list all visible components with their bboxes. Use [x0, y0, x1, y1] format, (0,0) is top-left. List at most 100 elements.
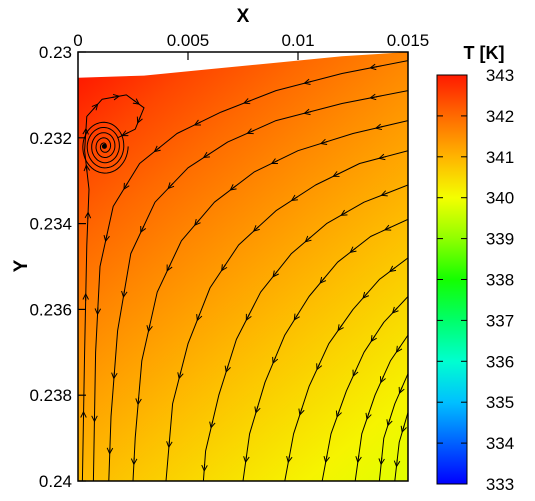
- streamline-arrow: [384, 193, 389, 195]
- colorbar-tick-label: 337: [486, 311, 514, 330]
- streamline-arrow: [373, 97, 378, 98]
- streamline-arrow: [197, 122, 202, 124]
- streamline-arrow: [340, 325, 342, 328]
- streamline-arrow: [301, 408, 302, 412]
- colorbar-tick-label: 341: [486, 148, 514, 167]
- streamline-arrow: [353, 248, 356, 251]
- streamline-arrow: [392, 267, 395, 269]
- streamline-arrow: [247, 101, 251, 103]
- streamline-arrow: [354, 369, 356, 374]
- colorbar-tick-label: 339: [486, 230, 514, 249]
- y-tick-label: 0.232: [29, 129, 72, 148]
- y-tick-label: 0.238: [29, 386, 72, 405]
- streamline-arrow: [257, 406, 258, 410]
- x-tick-label: 0.01: [281, 31, 314, 50]
- streamline-arrow: [395, 308, 398, 311]
- streamline-arrow: [336, 173, 340, 175]
- streamline-arrow: [289, 455, 290, 459]
- streamline: [202, 184, 408, 481]
- streamline-arrow: [307, 112, 312, 113]
- streamline: [394, 412, 408, 481]
- streamline: [81, 94, 145, 481]
- streamline-arrow: [125, 133, 129, 135]
- temperature-field: [78, 52, 408, 481]
- colorbar: T [K] 343 342 341 340 339 338 337 336 335 334 333: [436, 43, 514, 494]
- colorbar-tick-label: 343: [486, 66, 514, 85]
- streamline-arrow: [227, 365, 228, 369]
- colorbar-tick-label: 340: [486, 189, 514, 208]
- y-tick-label: 0.234: [29, 215, 72, 234]
- x-axis: 0 0.005 0.01 0.015: [73, 31, 429, 60]
- colorbar-tick-label: 335: [486, 393, 514, 412]
- streamline-arrow: [373, 67, 378, 68]
- streamline-arrow: [112, 97, 116, 98]
- streamline-arrow: [256, 227, 259, 230]
- y-axis: 0.23 0.232 0.234 0.236 0.238 0.24: [29, 43, 86, 491]
- vortex: [82, 121, 129, 174]
- streamline-arrow: [248, 314, 250, 318]
- streamline-arrow: [403, 425, 404, 430]
- streamline-arrow: [223, 265, 225, 268]
- colorbar-tick-label: 333: [486, 475, 514, 494]
- streamline: [284, 257, 408, 481]
- streamline-arrow: [106, 234, 107, 239]
- streamline-arrow: [275, 271, 277, 274]
- streamline-arrow: [274, 356, 276, 361]
- colorbar-title: T [K]: [464, 43, 505, 63]
- streamline-arrow: [168, 264, 170, 269]
- streamline-arrow: [142, 225, 144, 230]
- streamline-arrow: [398, 346, 400, 349]
- streamline-arrow: [149, 324, 150, 329]
- streamline-arrow: [198, 313, 199, 318]
- y-tick-label: 0.23: [39, 43, 72, 62]
- plot-frame: [77, 51, 409, 482]
- streamline-arrow: [180, 371, 181, 376]
- streamline: [165, 150, 408, 481]
- streamline-arrow: [250, 131, 254, 133]
- y-axis-title: Y: [11, 259, 32, 272]
- streamline-arrow: [324, 142, 328, 143]
- colorbar-tick-label: 342: [486, 107, 514, 126]
- streamline-arrow: [294, 197, 297, 199]
- streamline-arrow: [382, 376, 384, 380]
- streamline-arrow: [212, 420, 213, 425]
- streamline-arrow: [388, 227, 392, 229]
- streamline-arrow: [368, 412, 369, 417]
- y-tick-label: 0.24: [39, 472, 72, 491]
- streamline-arrow: [373, 336, 375, 339]
- streamline-arrow: [206, 154, 209, 156]
- streamline-arrow: [246, 455, 247, 459]
- streamline-arrow: [157, 147, 160, 150]
- streamline-arrow: [124, 290, 125, 294]
- streamline-arrow: [170, 184, 173, 187]
- streamline-arrow: [296, 314, 298, 317]
- x-tick-label: 0: [73, 31, 82, 50]
- x-axis-title: X: [237, 6, 250, 27]
- streamline-arrow: [326, 455, 327, 459]
- plot-area: [77, 51, 409, 482]
- colorbar-ticks: 343 342 341 340 339 338 337 336 335 334 333: [437, 66, 514, 494]
- streamline-arrow: [197, 220, 200, 223]
- streamline-arrow: [134, 100, 137, 102]
- colorbar-tick-label: 338: [486, 271, 514, 290]
- streamline-arrow: [233, 186, 236, 188]
- streamline-arrow: [344, 212, 347, 214]
- x-tick-label: 0.005: [167, 31, 210, 50]
- streamline-arrow: [274, 161, 279, 163]
- streamline-arrow: [401, 386, 403, 391]
- vortex-center: [101, 143, 107, 149]
- vortex-spiral: [82, 121, 129, 174]
- streamline-arrow: [358, 455, 359, 459]
- streamline-arrow: [322, 278, 325, 281]
- streamline-arrow: [365, 293, 368, 296]
- streamline-arrow: [379, 127, 383, 128]
- streamline-arrow: [139, 116, 141, 121]
- streamline-arrow: [338, 410, 339, 415]
- streamline-arrow: [93, 106, 96, 109]
- x-tick-label: 0.015: [387, 31, 430, 50]
- streamlines: [81, 60, 408, 481]
- y-tick-label: 0.236: [29, 300, 72, 319]
- streamline-arrow: [125, 183, 127, 186]
- streamline-arrow: [318, 363, 320, 367]
